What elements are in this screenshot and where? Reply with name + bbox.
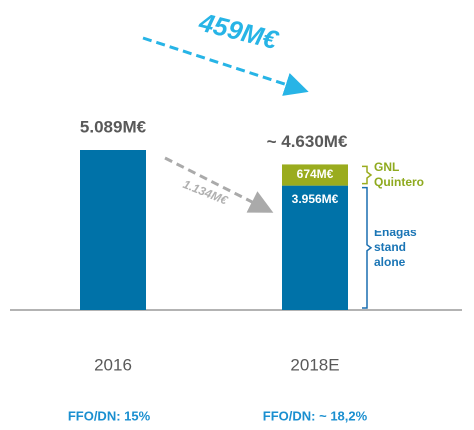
- bar-segment: [282, 185, 348, 310]
- footer-label: FFO/DN: ~ 18,2%: [263, 408, 368, 423]
- footer-label: FFO/DN: 15%: [68, 408, 151, 423]
- total-label: ~ 4.630M€: [267, 132, 348, 151]
- legend-item: Enagás stand alone: [374, 229, 417, 266]
- value-label: 3.956M€: [292, 192, 339, 206]
- x-tick-label: 2016: [94, 355, 132, 374]
- value-label: 674M€: [297, 167, 334, 181]
- total-label: 5.089M€: [80, 117, 147, 136]
- x-tick-label: 2018E: [290, 355, 339, 374]
- debt-arrow: [164, 156, 274, 213]
- change-label: 459M€: [195, 7, 282, 56]
- bar-segment: [80, 150, 146, 310]
- brace: [362, 186, 373, 309]
- change-arrow: [142, 36, 309, 96]
- legend-label: Enagás stand alone: [374, 229, 417, 266]
- legend-label: GNL Quintero: [374, 160, 424, 190]
- legend-item: GNL Quintero: [374, 160, 424, 190]
- debt-label: 1.134M€: [181, 177, 231, 208]
- brace: [362, 165, 373, 185]
- bar-segment: [282, 164, 348, 186]
